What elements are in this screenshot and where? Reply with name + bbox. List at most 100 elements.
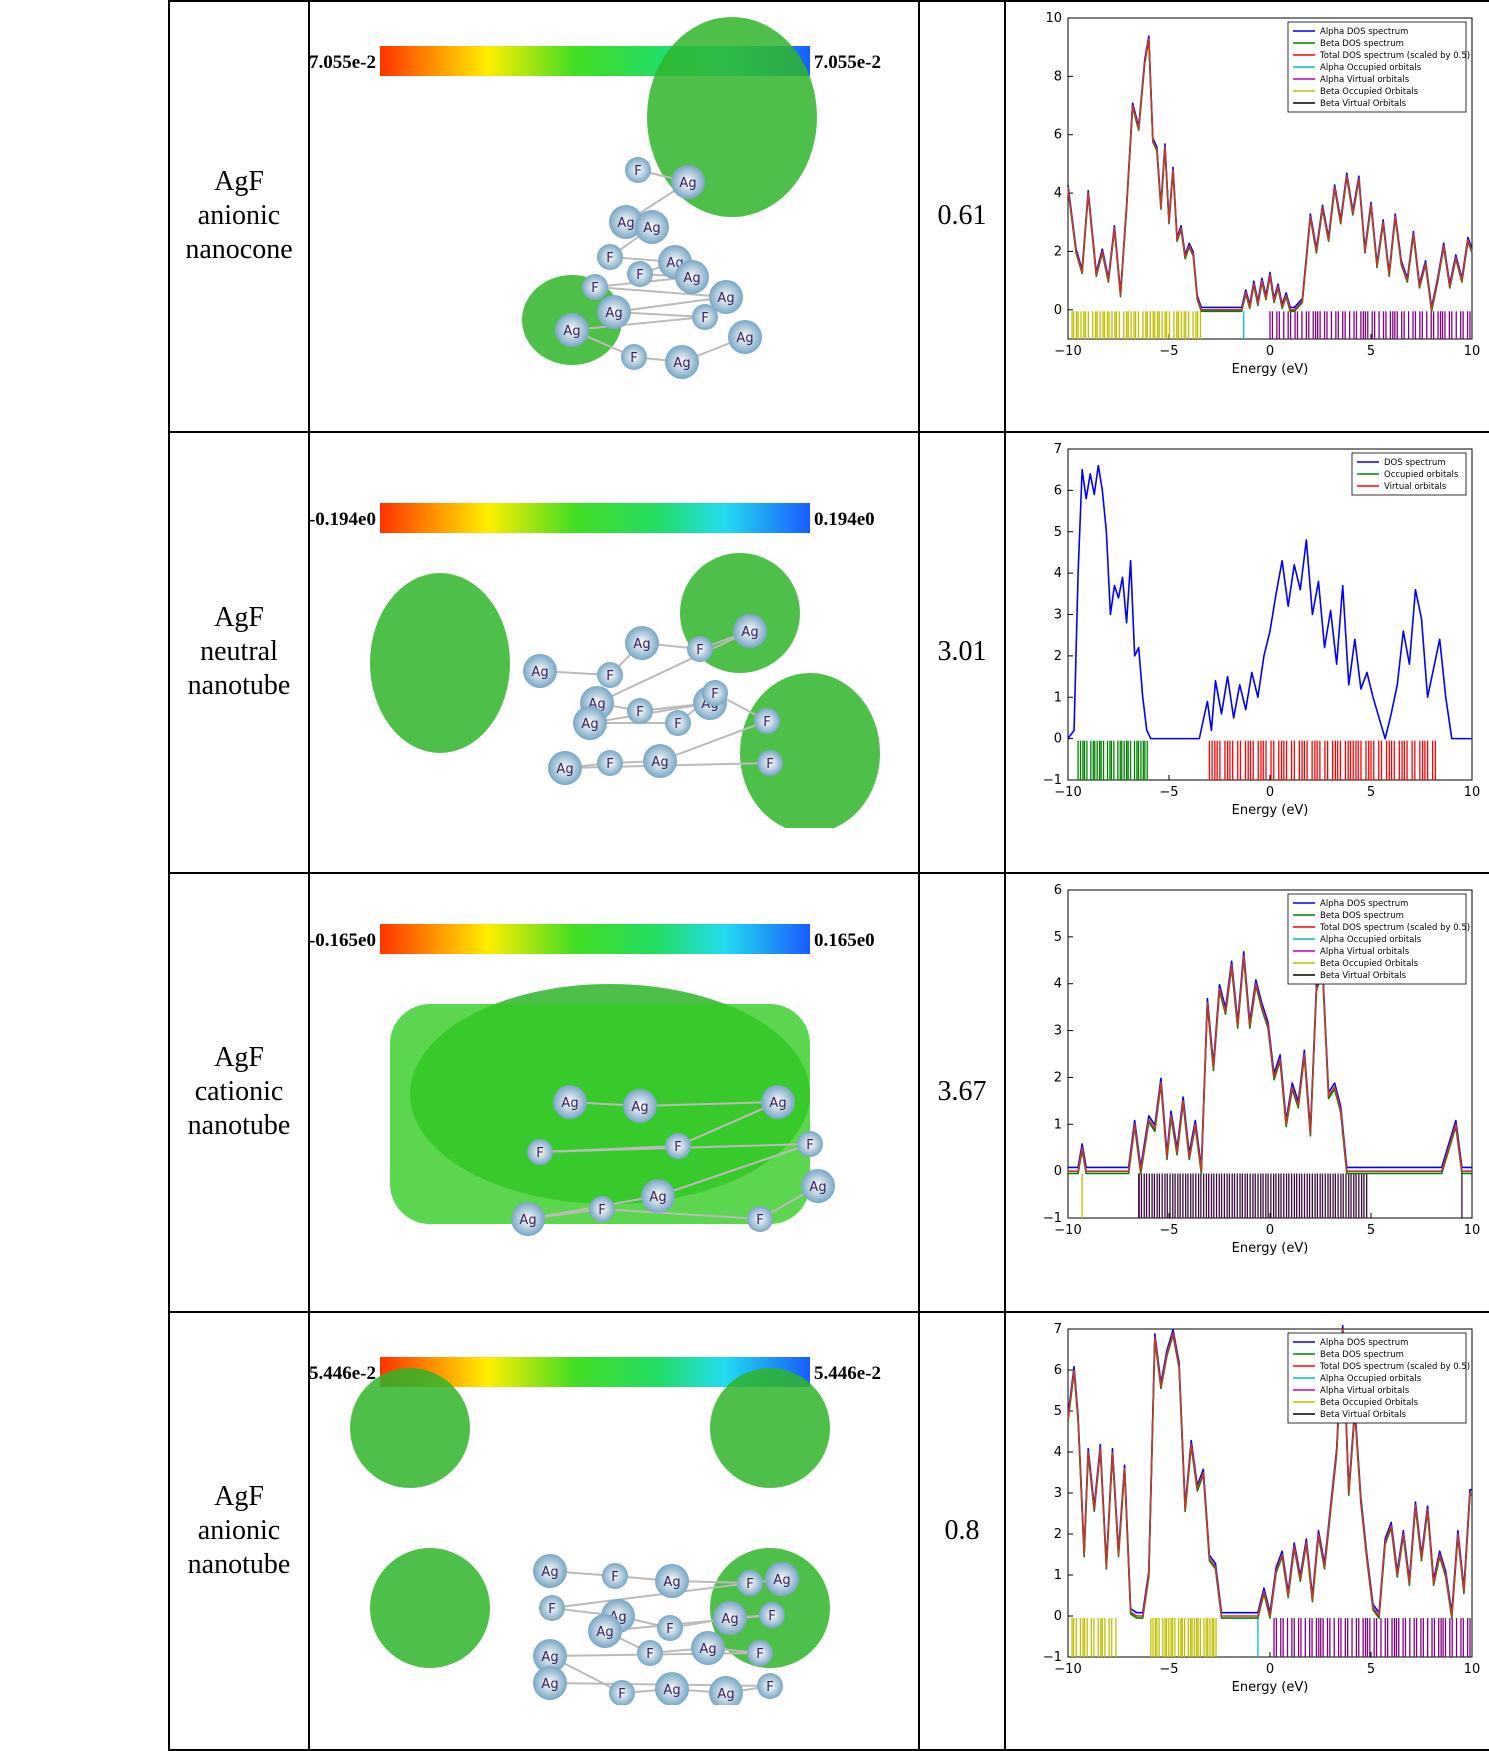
- atom-label: Ag: [736, 331, 753, 346]
- atom: [527, 1139, 553, 1166]
- atom: [747, 1639, 773, 1666]
- atom-label: F: [606, 251, 613, 266]
- bond: [601, 1208, 761, 1221]
- gap-value-cell: 0.61: [918, 0, 1006, 433]
- x-tick-label: 0: [1266, 785, 1274, 800]
- dos-plot-cell: −10 −5 0 5 10 −1 0 1 2 3 4 5 6 7 Energy (eV) DOS spectr…: [1004, 430, 1489, 875]
- bond: [677, 1101, 779, 1148]
- x-tick-label: 5: [1367, 344, 1375, 359]
- atom: [747, 1206, 773, 1233]
- atom-label: F: [696, 643, 703, 658]
- atom-label: Ag: [773, 1573, 790, 1588]
- atom: [625, 625, 659, 660]
- gap-value: 3.01: [937, 636, 987, 668]
- dos-plot-cell: −10 −5 0 5 10 −1 0 1 2 3 4 5 6 Energy (eV) Alpha DOS s…: [1004, 872, 1489, 1313]
- legend-entry: Alpha DOS spectrum: [1320, 1338, 1408, 1348]
- y-tick-label: 0: [1054, 731, 1062, 746]
- atom-label: F: [666, 1622, 673, 1637]
- x-tick-label: −10: [1054, 344, 1081, 359]
- atom-label: F: [536, 1146, 543, 1161]
- y-tick-label: 6: [1054, 1363, 1062, 1378]
- legend-entry: Virtual orbitals: [1384, 482, 1447, 492]
- x-tick-label: 10: [1464, 344, 1481, 359]
- atom: [511, 1202, 545, 1237]
- y-tick-label: −1: [1043, 773, 1062, 788]
- mep-surface-figure: -5.446e-2 5.446e-2 Ag F Ag F Ag F Ag F Ag F Ag F Ag F Ag…: [310, 1356, 881, 1705]
- x-tick-label: 10: [1464, 1662, 1481, 1677]
- series-line: [1067, 1327, 1472, 1617]
- atom: [797, 1131, 823, 1158]
- atom-label: F: [630, 351, 637, 366]
- atom-label: F: [674, 717, 681, 732]
- atom: [597, 295, 631, 329]
- atom-label: Ag: [769, 1096, 786, 1111]
- atom: [655, 1671, 689, 1705]
- atom: [757, 1672, 783, 1699]
- atom-label: F: [611, 1570, 618, 1585]
- y-tick-label: 0: [1054, 1609, 1062, 1624]
- atom: [709, 280, 743, 314]
- legend-entry: Alpha Occupied orbitals: [1320, 1374, 1422, 1384]
- x-tick-label: −10: [1054, 1662, 1081, 1677]
- series-line: [1068, 955, 1472, 1173]
- atom-label: Ag: [649, 1190, 666, 1205]
- structure-name-line: nanotube: [187, 1548, 291, 1580]
- bond: [571, 316, 706, 331]
- atom: [588, 1613, 622, 1648]
- atom: [582, 274, 608, 300]
- isosurface-lobe: [710, 1367, 830, 1488]
- atom: [597, 661, 623, 688]
- atom: [665, 345, 699, 379]
- atom-label: Ag: [563, 324, 580, 339]
- colorbar-min-label: -0.165e0: [310, 930, 376, 951]
- atom: [702, 679, 728, 706]
- legend-entry: Alpha DOS spectrum: [1320, 27, 1408, 37]
- x-tick-label: 5: [1367, 1223, 1375, 1238]
- atom: [635, 210, 669, 244]
- atom: [728, 320, 762, 354]
- atom: [573, 705, 607, 740]
- x-axis-label: Energy (eV): [1232, 362, 1309, 377]
- atom: [602, 1562, 628, 1589]
- atom-label: Ag: [663, 1575, 680, 1590]
- atom: [657, 1614, 683, 1641]
- atom-label: F: [591, 281, 598, 296]
- y-tick-label: 1: [1054, 1568, 1062, 1583]
- atom: [687, 635, 713, 662]
- structure-name-line: nanotube: [187, 1110, 291, 1142]
- atom-label: Ag: [633, 637, 650, 652]
- atom-label: F: [746, 1577, 753, 1592]
- series-line: [1067, 464, 1472, 739]
- atom-label: F: [646, 1647, 653, 1662]
- bond: [639, 1101, 779, 1108]
- x-tick-label: 0: [1266, 344, 1274, 359]
- atom-label: F: [701, 311, 708, 326]
- atom-label: Ag: [519, 1213, 536, 1228]
- y-tick-label: 6: [1054, 128, 1062, 143]
- atom-label: Ag: [651, 755, 668, 770]
- y-tick-label: 3: [1054, 607, 1062, 622]
- atom-label: Ag: [541, 1565, 558, 1580]
- legend-entry: Alpha Virtual orbitals: [1320, 1386, 1410, 1396]
- y-tick-label: 7: [1054, 1322, 1062, 1337]
- structure-name-line: AgF: [214, 602, 264, 634]
- atom: [643, 743, 677, 778]
- legend-entry: Beta DOS spectrum: [1320, 1350, 1404, 1360]
- x-tick-label: 0: [1266, 1662, 1274, 1677]
- atom: [533, 1553, 567, 1588]
- legend-entry: Alpha Virtual orbitals: [1320, 75, 1410, 85]
- bond: [596, 629, 751, 704]
- atom: [609, 205, 643, 239]
- atom-label: F: [618, 1687, 625, 1702]
- legend-entry: Beta Virtual Orbitals: [1320, 1410, 1407, 1420]
- structure-name-line: AgF: [214, 1480, 264, 1512]
- atom: [671, 165, 705, 199]
- bond: [613, 296, 727, 313]
- atom: [597, 749, 623, 776]
- atom-label: Ag: [596, 1625, 613, 1640]
- x-tick-label: −10: [1054, 785, 1081, 800]
- gap-value-cell: 3.01: [918, 430, 1006, 875]
- table-row: AgF cationic nanotube -0.165e0 0.165e0 Ag Ag Ag…: [168, 872, 1489, 1313]
